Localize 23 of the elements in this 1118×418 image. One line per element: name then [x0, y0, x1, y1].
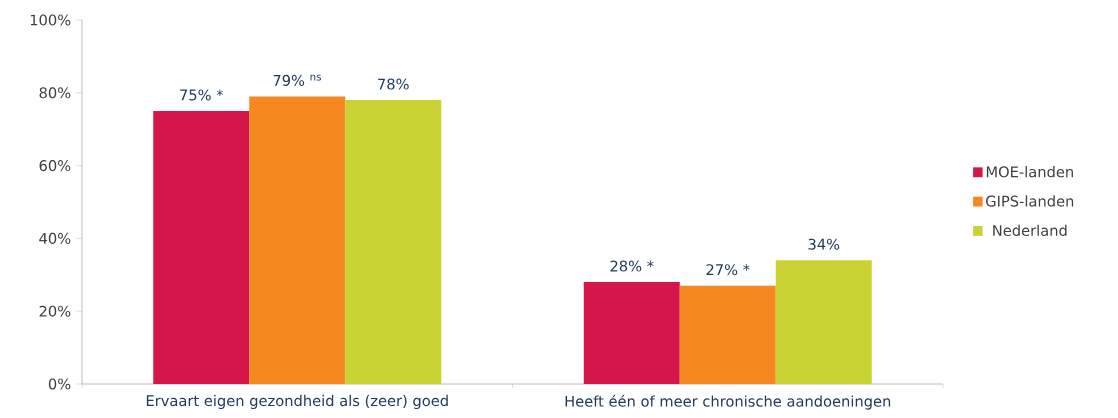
- y-tick-label: 60%: [39, 160, 71, 172]
- bar: [775, 260, 872, 384]
- legend-label: GIPS-landen: [986, 195, 1074, 207]
- data-label: 75% *: [180, 89, 224, 101]
- y-tick-label: 40%: [39, 232, 71, 244]
- bar: [679, 285, 776, 384]
- bar: [153, 111, 250, 384]
- y-tick-label: 20%: [39, 305, 71, 317]
- y-tick-label: 0%: [48, 378, 71, 390]
- bar: [249, 96, 346, 384]
- data-label: 78%: [378, 78, 409, 90]
- legend-label: MOE-landen: [986, 165, 1073, 178]
- legend-label: Nederland: [993, 224, 1067, 237]
- y-tick-label: 80%: [39, 87, 71, 99]
- bar: [583, 282, 680, 384]
- data-label: 27% *: [706, 264, 750, 276]
- data-label: 34%: [808, 238, 840, 250]
- x-tick-label: Heeft één of meer chronische aandoeningen: [565, 394, 891, 410]
- bar: [345, 100, 442, 384]
- x-tick-label: Ervaart eigen gezondheid als (zeer) goed: [146, 394, 448, 410]
- y-tick-label: 100%: [30, 14, 71, 26]
- data-label: 28% *: [610, 260, 654, 272]
- data-label: 79% $^{ns}$: [273, 74, 321, 86]
